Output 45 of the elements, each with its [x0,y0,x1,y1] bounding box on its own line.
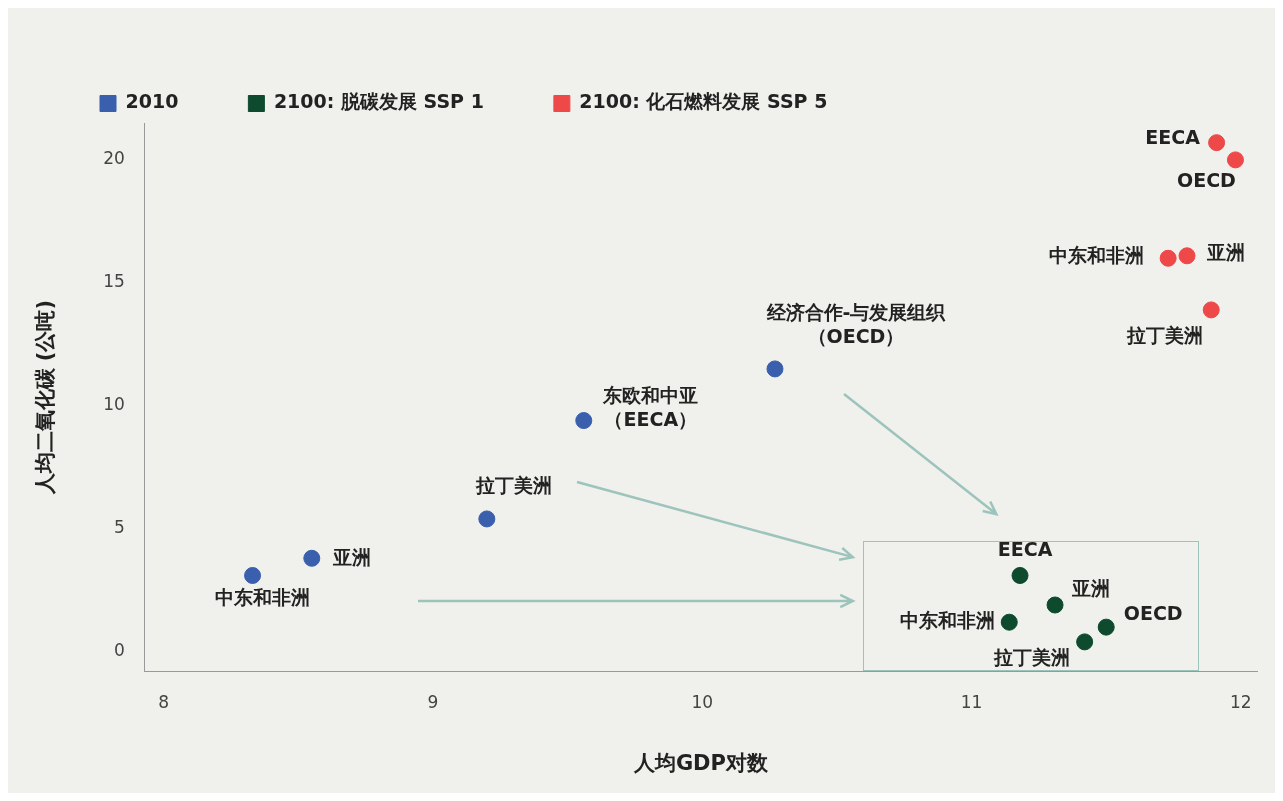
x-tick-label: 11 [960,692,983,713]
annotation: OECD [1177,168,1236,191]
annotation: 拉丁美洲 [474,473,552,496]
annotation: EECA [1145,125,1201,148]
point [1076,633,1094,651]
point [478,510,496,528]
annotation: 经济合作-与发展组织（OECD） [765,300,947,347]
x-axis-title: 人均GDP对数 [632,750,769,775]
annotation: 拉丁美洲 [1126,323,1204,346]
legend-label: 2100: 化石燃料发展 SSP 5 [579,90,828,113]
point [766,360,784,378]
x-tick-label: 8 [158,692,170,713]
annotation: EECA [997,538,1053,561]
point [1202,301,1220,319]
x-tick-label: 10 [691,692,714,713]
y-axis-title: 人均二氧化碳 (公吨) [33,299,58,496]
point [1011,566,1029,584]
y-tick-label: 10 [103,394,125,415]
legend-label: 2100: 脱碳发展 SSP 1 [273,90,484,113]
annotation: 中东和非洲 [1048,244,1144,267]
point [1097,618,1115,636]
annotation: 亚洲 [1205,240,1245,263]
x-tick-label: 12 [1230,692,1252,713]
point [1226,151,1244,169]
point [244,566,262,584]
annotation: 亚洲 [331,546,371,569]
point [1000,613,1018,631]
point [1046,596,1064,614]
annotation: 东欧和中亚（EECA） [602,384,699,431]
y-tick-label: 20 [103,148,125,169]
point [303,549,321,567]
annotation: 拉丁美洲 [992,645,1070,668]
annotation: OECD [1123,602,1183,625]
x-tick-label: 9 [427,692,439,713]
point [575,412,593,430]
point [1178,247,1196,265]
annotation: 中东和非洲 [215,586,311,609]
y-tick-label: 5 [114,517,125,538]
y-tick-label: 0 [114,640,125,661]
annotation: 中东和非洲 [899,609,995,632]
y-tick-label: 15 [103,271,125,292]
point [1208,134,1226,152]
point [1159,249,1177,267]
annotation: 亚洲 [1071,576,1111,599]
legend-label: 2010 [125,90,179,113]
